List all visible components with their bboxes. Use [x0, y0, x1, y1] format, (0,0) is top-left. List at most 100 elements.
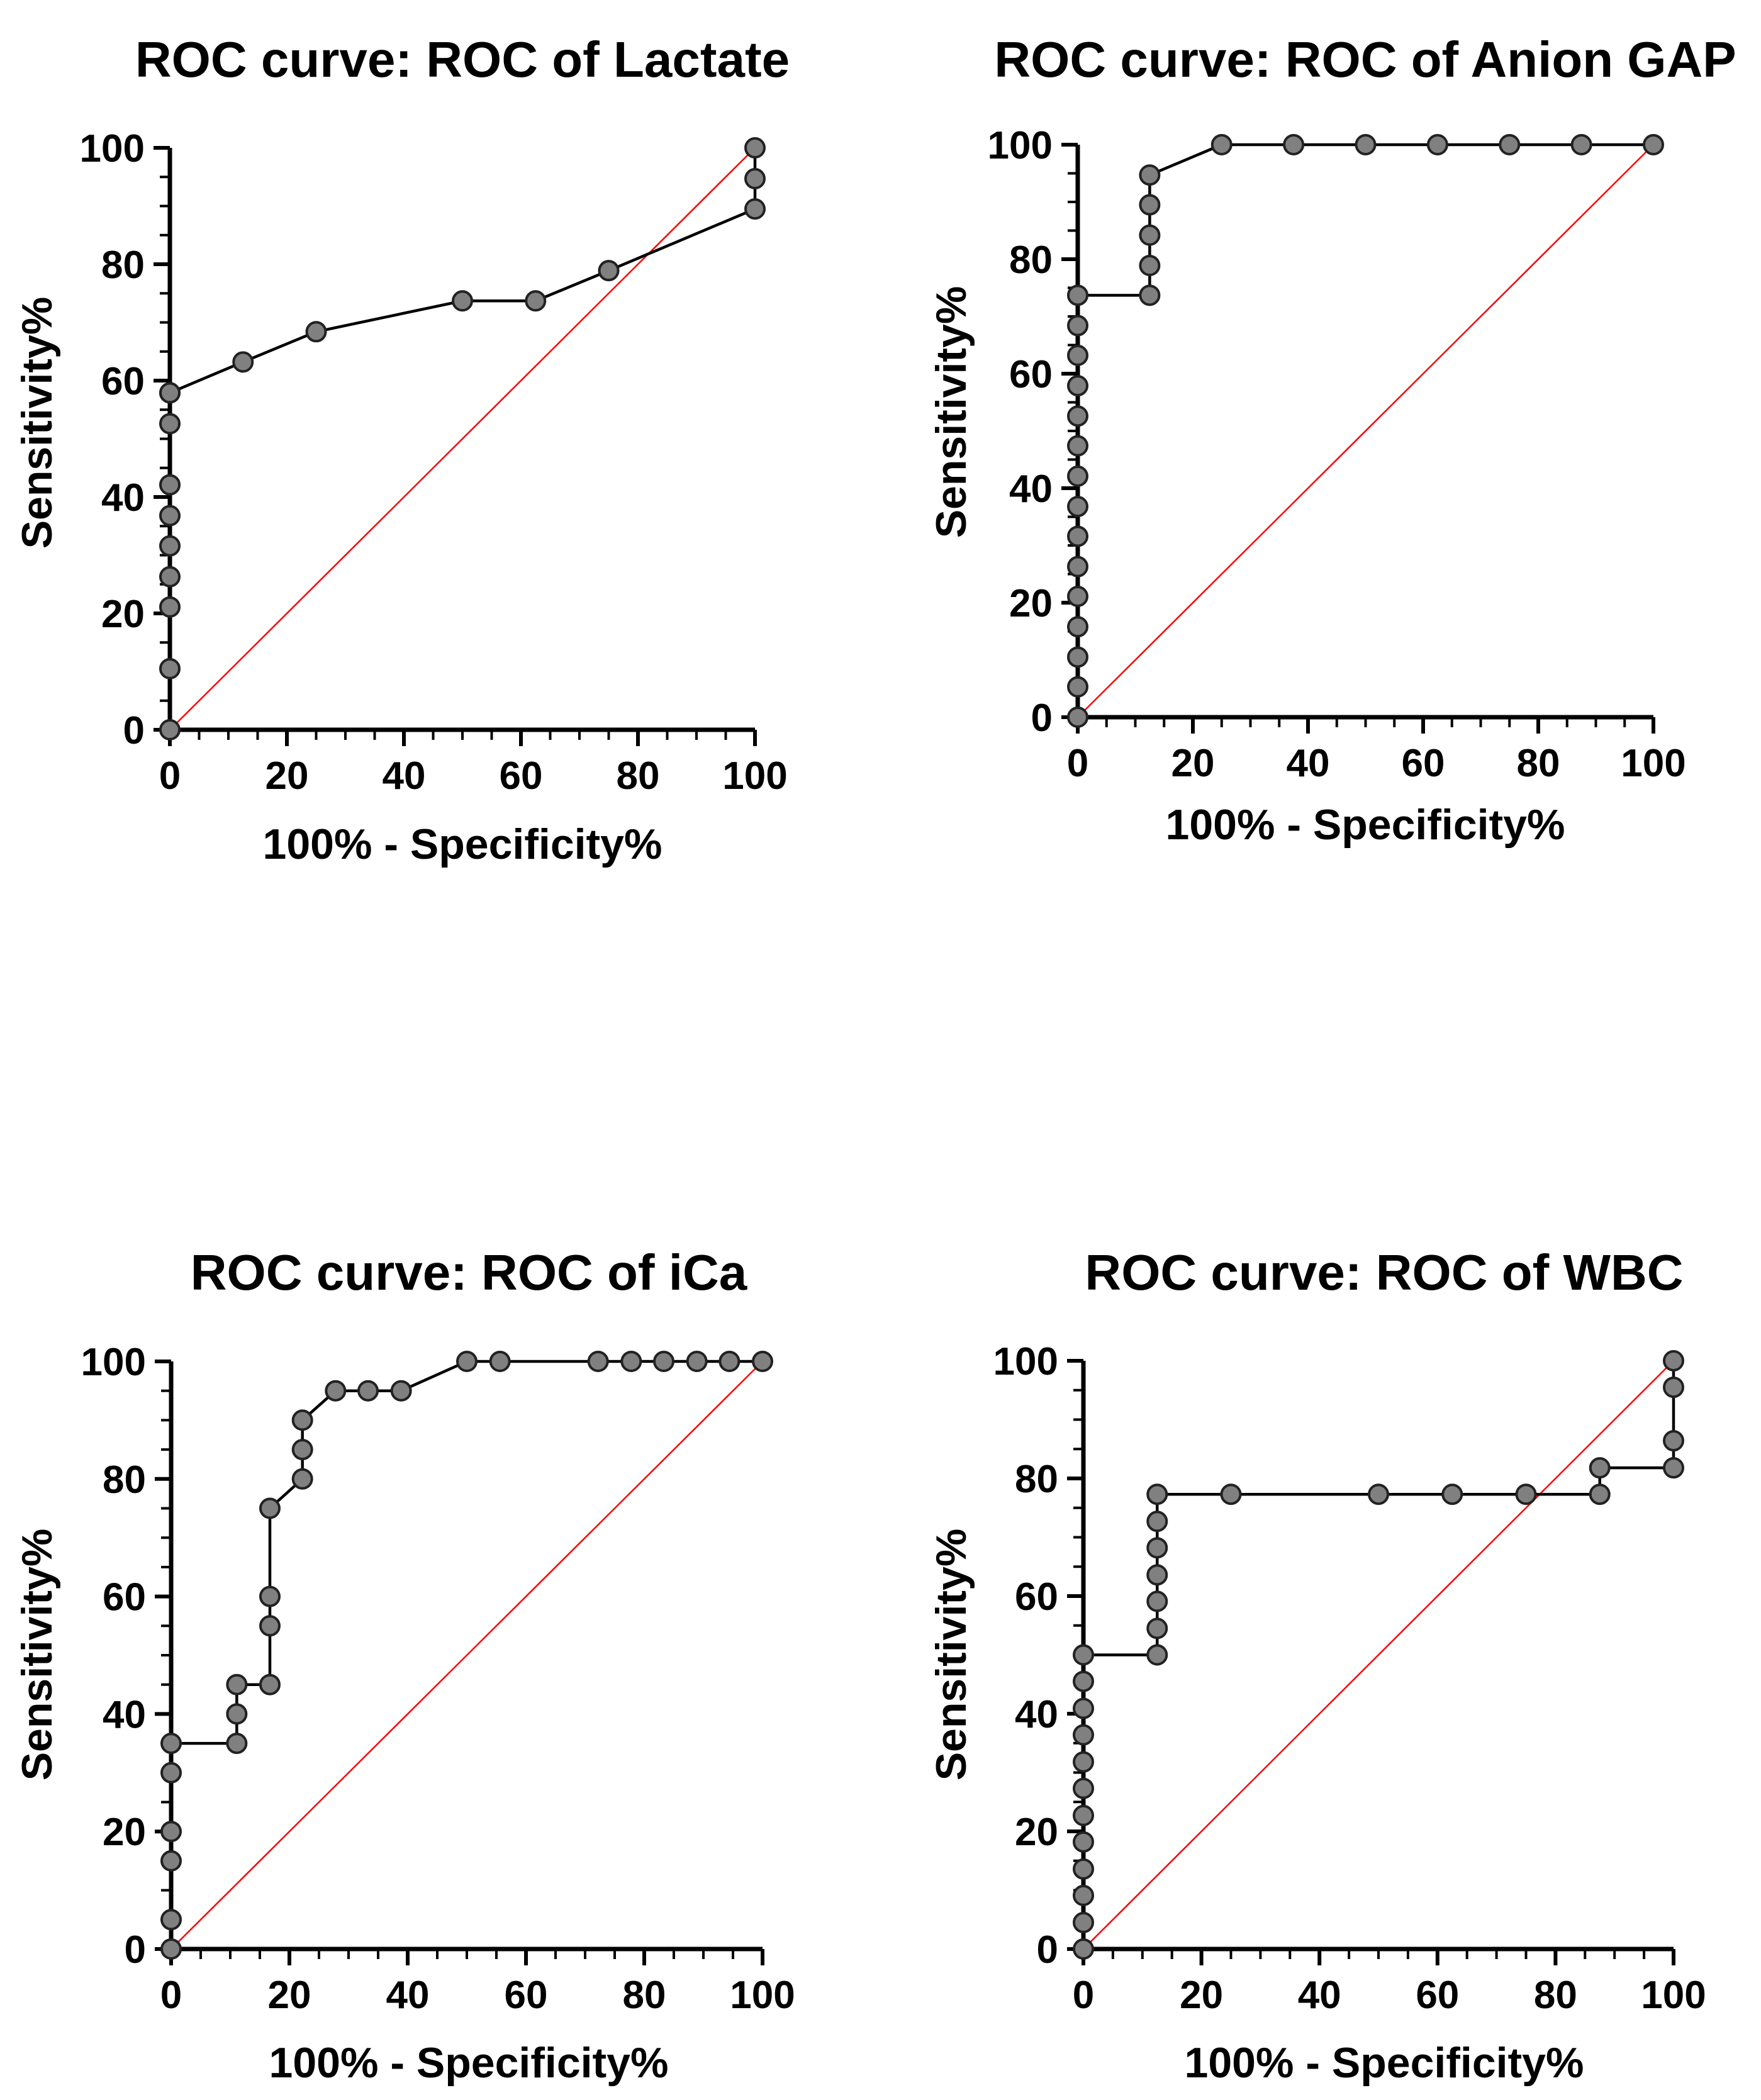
- roc-point: [1067, 344, 1088, 366]
- y-tick-label: 0: [125, 1928, 146, 1972]
- roc-point: [1073, 1938, 1094, 1960]
- x-tick-label: 40: [383, 754, 426, 798]
- roc-point: [226, 1673, 248, 1695]
- roc-point: [1067, 616, 1088, 638]
- roc-point: [1067, 405, 1088, 427]
- roc-point: [226, 1703, 248, 1725]
- roc-point: [1067, 556, 1088, 578]
- roc-point: [1067, 646, 1088, 668]
- roc-point: [160, 1850, 182, 1872]
- x-tick-label: 0: [1067, 742, 1088, 785]
- roc-point: [1067, 585, 1088, 607]
- x-tick-label: 80: [623, 1974, 666, 2017]
- roc-point: [489, 1351, 511, 1372]
- roc-point: [1139, 255, 1161, 277]
- roc-point: [1283, 134, 1305, 155]
- x-tick-label: 100: [1621, 742, 1686, 785]
- roc-point: [160, 1733, 182, 1755]
- y-tick-label: 80: [1009, 238, 1053, 282]
- roc-point: [1073, 1670, 1094, 1692]
- x-tick-label: 80: [1534, 1974, 1577, 2017]
- x-tick-label: 0: [160, 1974, 182, 2017]
- roc-point: [1073, 1831, 1094, 1853]
- x-tick-label: 100: [1641, 1974, 1706, 2017]
- y-tick-label: 0: [1031, 696, 1053, 740]
- y-axis-label: Sensitivity%: [13, 1529, 61, 1781]
- roc-point: [587, 1351, 609, 1372]
- roc-point: [159, 474, 181, 496]
- x-tick-label: 60: [1416, 1974, 1459, 2017]
- reference-line: [169, 147, 756, 730]
- roc-point: [1210, 134, 1233, 155]
- y-tick-label: 100: [993, 1340, 1058, 1383]
- roc-point: [1073, 1644, 1094, 1666]
- reference-line: [1083, 1360, 1674, 1950]
- x-tick-label: 0: [1073, 1974, 1094, 2017]
- roc-point: [1073, 1751, 1094, 1773]
- roc-point: [1067, 525, 1088, 547]
- roc-panel-ica: ROC curve: ROC of iCa 100% - Specificity…: [13, 1244, 795, 2087]
- roc-point: [1146, 1511, 1168, 1533]
- roc-point: [259, 1585, 281, 1607]
- roc-point: [259, 1673, 281, 1695]
- x-tick-label: 60: [500, 754, 543, 798]
- roc-point: [1067, 707, 1088, 728]
- roc-point: [1067, 375, 1088, 397]
- roc-point: [1139, 164, 1161, 186]
- roc-point: [1067, 435, 1088, 457]
- reference-line: [171, 1361, 763, 1950]
- roc-point: [456, 1351, 478, 1372]
- x-tick-label: 40: [386, 1974, 430, 2017]
- roc-point: [1355, 134, 1377, 155]
- y-tick-label: 80: [101, 243, 145, 287]
- x-tick-label: 20: [1171, 742, 1215, 785]
- roc-point: [259, 1615, 281, 1637]
- x-tick-label: 20: [1180, 1974, 1223, 2017]
- roc-point: [159, 657, 181, 679]
- roc-point: [160, 1909, 182, 1931]
- roc-point: [159, 719, 181, 740]
- roc-point: [718, 1351, 741, 1372]
- roc-point: [1663, 1350, 1684, 1371]
- x-tick-label: 0: [159, 754, 181, 798]
- roc-point: [620, 1351, 642, 1372]
- roc-point: [744, 137, 766, 159]
- roc-point: [1067, 284, 1088, 306]
- roc-point: [598, 260, 620, 282]
- roc-point: [1220, 1483, 1242, 1505]
- x-tick-label: 20: [268, 1974, 311, 2017]
- x-tick-label: 20: [266, 754, 309, 798]
- x-tick-label: 40: [1298, 1974, 1341, 2017]
- roc-point: [1073, 1858, 1094, 1880]
- y-tick-label: 100: [81, 1341, 146, 1384]
- roc-point: [357, 1380, 379, 1402]
- roc-panel-lactate: ROC curve: ROC of Lactate 100% - Specifi…: [13, 31, 790, 868]
- roc-point: [1146, 1537, 1168, 1559]
- roc-point: [390, 1380, 412, 1402]
- roc-point: [1067, 465, 1088, 487]
- roc-panel-wbc: ROC curve: ROC of WBC 100% - Specificity…: [927, 1244, 1706, 2087]
- roc-point: [1073, 1884, 1094, 1906]
- y-tick-label: 60: [1009, 353, 1053, 396]
- roc-point: [452, 290, 473, 312]
- y-axis-label: Sensitivity%: [13, 297, 61, 549]
- y-tick-label: 100: [988, 124, 1053, 167]
- roc-point: [752, 1351, 773, 1372]
- roc-point: [159, 413, 181, 435]
- roc-point: [1426, 134, 1448, 155]
- roc-point: [1067, 496, 1088, 518]
- roc-point: [1146, 1483, 1168, 1505]
- y-tick-label: 40: [103, 1693, 146, 1736]
- roc-point: [653, 1351, 675, 1372]
- roc-point: [744, 198, 766, 220]
- roc-point: [259, 1497, 281, 1519]
- x-axis-label: 100% - Specificity%: [1185, 2039, 1584, 2087]
- roc-point: [1499, 134, 1521, 155]
- roc-point: [1589, 1483, 1611, 1505]
- y-tick-label: 0: [1037, 1928, 1058, 1972]
- roc-point: [1073, 1911, 1094, 1933]
- roc-point: [1663, 1430, 1684, 1452]
- roc-point: [1073, 1724, 1094, 1746]
- roc-point: [232, 351, 254, 373]
